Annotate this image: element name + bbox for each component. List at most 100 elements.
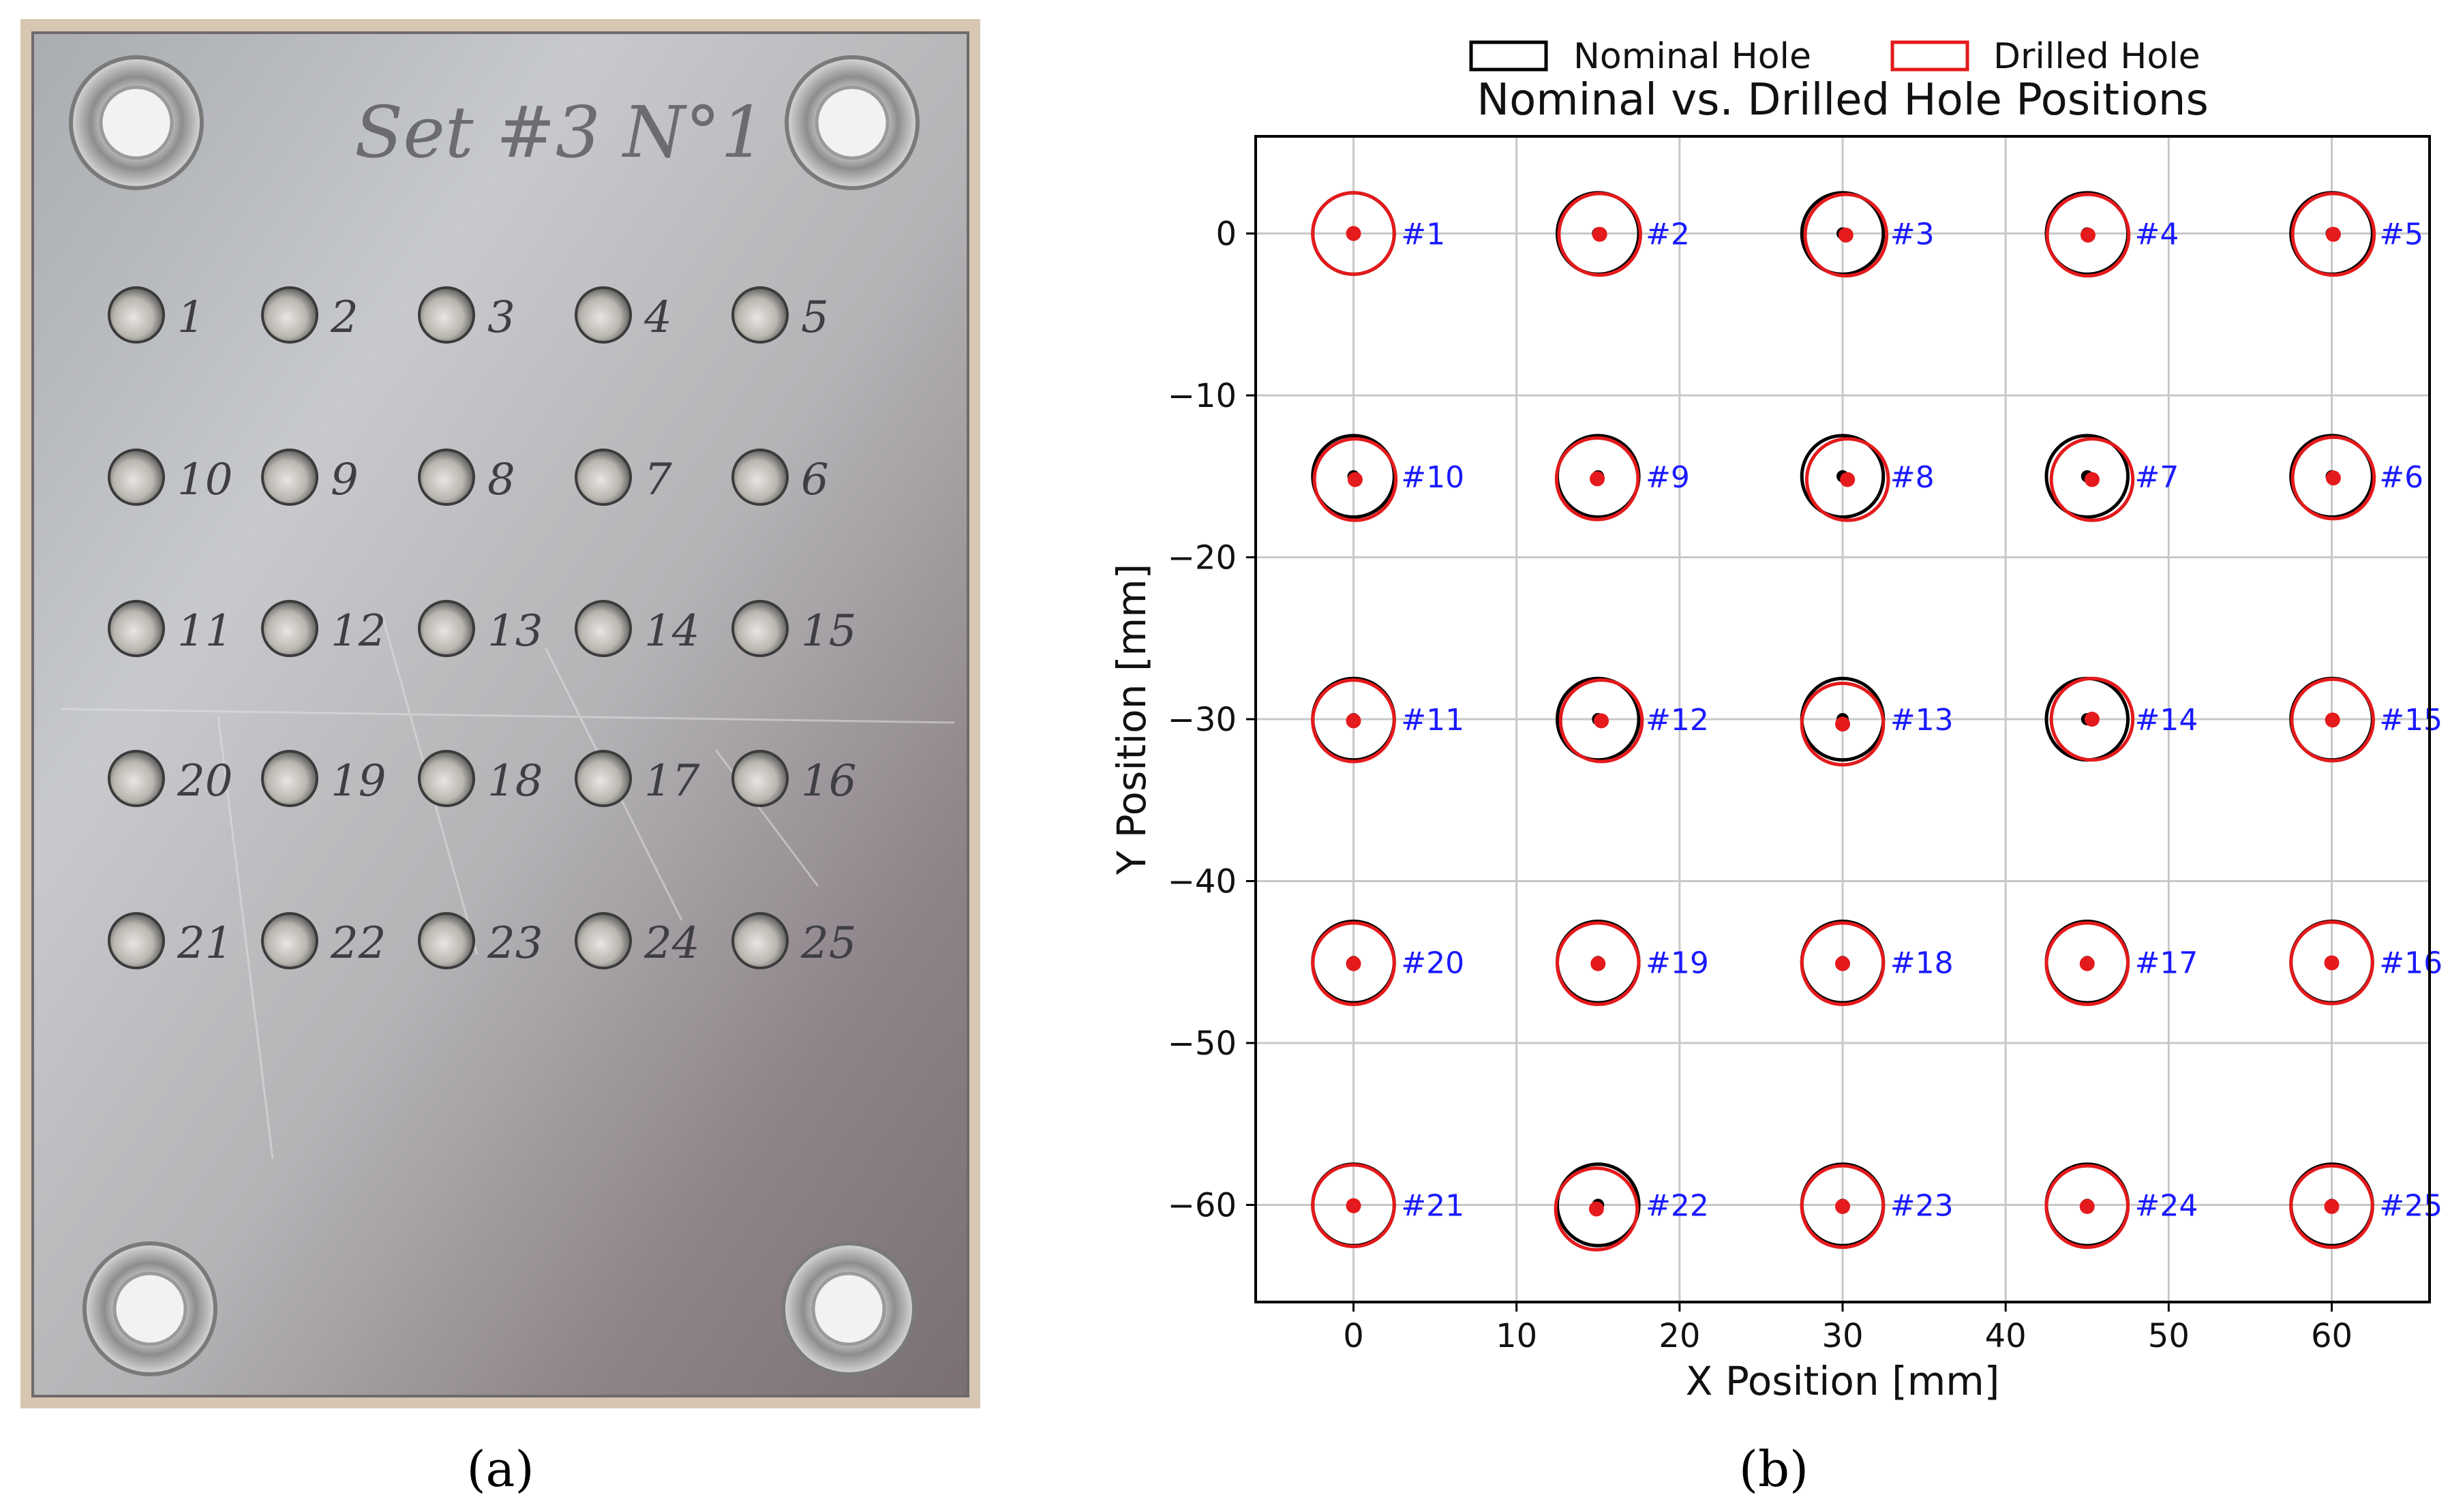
drilled-hole-circle bbox=[2289, 1164, 2374, 1250]
aluminum-plate bbox=[31, 31, 969, 1397]
hole-id-label: #11 bbox=[1401, 703, 1464, 738]
plate-hole-number: 3 bbox=[487, 292, 515, 343]
hole-id-label: #14 bbox=[2135, 703, 2198, 738]
hole-id-label: #3 bbox=[1890, 217, 1935, 252]
plate-hole-number: 1 bbox=[177, 292, 205, 343]
plate-hole bbox=[731, 600, 789, 657]
drilled-hole-circle bbox=[2044, 1164, 2130, 1250]
drilled-center-point bbox=[1346, 1198, 1361, 1213]
drilled-center-point bbox=[1346, 226, 1361, 241]
plot-frame bbox=[1254, 135, 2431, 1303]
hole-id-label: #5 bbox=[2379, 217, 2423, 252]
drilled-center-point bbox=[1592, 226, 1607, 242]
plate-label: Set #3 N°1 bbox=[354, 91, 766, 174]
plate-hole bbox=[575, 750, 632, 807]
hole-id-label: #9 bbox=[1646, 460, 1690, 495]
plate-hole bbox=[108, 750, 165, 807]
plate-hole-number: 21 bbox=[177, 918, 232, 969]
hole-id-label: #7 bbox=[2135, 460, 2179, 495]
drilled-hole-circle bbox=[1555, 921, 1641, 1006]
plate-hole bbox=[108, 449, 165, 506]
hole-id-label: #1 bbox=[1401, 217, 1445, 252]
drilled-center-point bbox=[1835, 1198, 1850, 1214]
plate-hole-number: 16 bbox=[801, 756, 856, 806]
y-tick-label: −50 bbox=[1168, 1025, 1237, 1063]
drilled-center-point bbox=[2325, 226, 2341, 242]
legend-label-drilled: Drilled Hole bbox=[1993, 36, 2201, 77]
plate-hole bbox=[261, 750, 318, 807]
x-tick-label: 10 bbox=[1496, 1317, 1537, 1355]
drilled-hole-circle bbox=[2049, 437, 2135, 522]
x-tick-label: 60 bbox=[2311, 1317, 2353, 1355]
mounting-hole-bore bbox=[811, 1271, 886, 1346]
plate-hole bbox=[418, 449, 475, 506]
mounting-hole-bore bbox=[815, 85, 890, 160]
drilled-center-point bbox=[2324, 1198, 2340, 1214]
drilled-center-point bbox=[2324, 955, 2340, 971]
drilled-hole-circle bbox=[2049, 676, 2135, 762]
drilled-center-point bbox=[1840, 472, 1856, 487]
plate-hole-number: 20 bbox=[177, 756, 232, 806]
plate-hole-number: 23 bbox=[487, 918, 543, 969]
plot-marks: #1 #2 #3 #4 #5 #10 #9 #8 #7 #6 #11 #12 #13 #14 #15 #20 #… bbox=[1311, 191, 2443, 1252]
drilled-hole-circle bbox=[1800, 921, 1886, 1006]
plate-hole-number: 17 bbox=[644, 756, 700, 806]
plate-hole bbox=[418, 912, 475, 969]
drilled-hole-circle bbox=[1311, 191, 1396, 276]
plate-hole-number: 25 bbox=[800, 918, 856, 969]
drilled-center-point bbox=[2325, 712, 2340, 728]
drilled-center-point bbox=[1838, 227, 1854, 243]
hole-id-label: #2 bbox=[1646, 217, 1690, 252]
x-tick-label: 30 bbox=[1821, 1317, 1863, 1355]
legend-swatch-drilled bbox=[1890, 40, 1969, 72]
plate-hole bbox=[418, 286, 475, 344]
hole-id-label: #22 bbox=[1646, 1189, 1709, 1224]
hole-id-label: #15 bbox=[2379, 703, 2443, 738]
drilled-center-point bbox=[2080, 227, 2096, 243]
nominal-hole-circle bbox=[2044, 434, 2130, 519]
drilled-hole-circle bbox=[1554, 436, 1640, 521]
drilled-hole-circle bbox=[2290, 192, 2376, 277]
plate-hole bbox=[261, 912, 318, 969]
hole-id-label: #20 bbox=[1401, 946, 1464, 980]
chart-title: Nominal vs. Drilled Hole Positions bbox=[1477, 75, 2209, 125]
drilled-hole-circle bbox=[2290, 677, 2375, 763]
plate-hole bbox=[261, 449, 318, 506]
drilled-center-point bbox=[1346, 956, 1361, 971]
x-tick-label: 50 bbox=[2148, 1317, 2190, 1355]
y-tick-label: −20 bbox=[1168, 539, 1237, 577]
drilled-center-point bbox=[1346, 713, 1361, 729]
hole-id-label: #4 bbox=[2135, 217, 2179, 252]
plate-hole bbox=[108, 912, 165, 969]
nominal-hole-circle bbox=[1800, 434, 1886, 519]
x-tick-label: 40 bbox=[1985, 1317, 2027, 1355]
hole-id-label: #16 bbox=[2379, 946, 2443, 980]
hole-position-chart: Nominal Hole Drilled Hole Nominal vs. Dr… bbox=[1108, 36, 2443, 1404]
y-tick-label: −30 bbox=[1168, 701, 1237, 739]
y-tick-label: −10 bbox=[1168, 377, 1237, 415]
y-tick-label: −60 bbox=[1168, 1187, 1237, 1225]
drilled-hole-circle bbox=[1311, 1163, 1396, 1248]
drilled-hole-circle bbox=[2290, 435, 2376, 521]
drilled-center-point bbox=[1835, 716, 1850, 732]
drilled-hole-circle bbox=[1312, 437, 1398, 522]
caption-b: (b) bbox=[1739, 1440, 1809, 1498]
hole-id-label: #12 bbox=[1646, 703, 1709, 738]
plate-hole bbox=[261, 286, 318, 344]
drilled-center-point bbox=[1588, 1201, 1604, 1217]
plate-hole bbox=[575, 600, 632, 657]
plate-hole-number: 18 bbox=[487, 756, 543, 806]
hole-id-label: #17 bbox=[2135, 946, 2198, 980]
plate-hole-number: 9 bbox=[331, 455, 359, 505]
hole-id-label: #23 bbox=[1890, 1189, 1954, 1224]
drilled-hole-circle bbox=[1558, 678, 1644, 763]
x-tick-label: 20 bbox=[1659, 1317, 1700, 1355]
drilled-center-point bbox=[1590, 471, 1605, 487]
plate-hole-number: 6 bbox=[801, 455, 829, 505]
plate-hole-number: 4 bbox=[644, 292, 672, 343]
plate-hole bbox=[108, 286, 165, 344]
hole-id-label: #8 bbox=[1890, 460, 1935, 495]
drilled-hole-circle bbox=[1803, 192, 1889, 278]
drilled-center-point bbox=[1835, 956, 1850, 971]
